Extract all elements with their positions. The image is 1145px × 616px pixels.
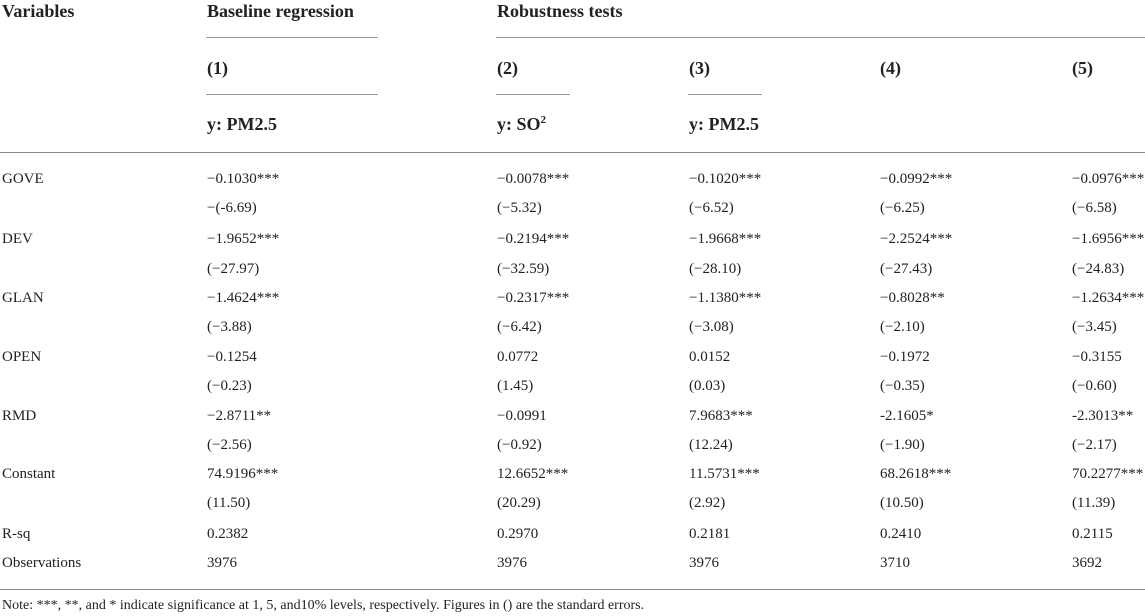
table-bottom-rule [0,589,1145,590]
cell-col-5: −1.6956*** [1072,231,1145,247]
cell-col-2: −0.2317*** [497,290,570,306]
row-label: GOVE [2,171,44,187]
cell-col-3: (12.24) [689,437,733,453]
cell-col-5: (−3.45) [1072,319,1117,335]
cell-col-3: (−6.52) [689,200,734,216]
col-4-header: (4) [880,58,901,78]
cell-col-1: −1.4624*** [207,290,280,306]
y3-header: y: PM2.5 [689,114,759,134]
variables-header: Variables [2,1,75,21]
cell-col-4: (−6.25) [880,200,925,216]
row-label: Observations [2,555,82,571]
cell-col-5: 0.2115 [1072,526,1113,542]
cell-col-3: 11.5731*** [689,466,760,482]
cell-col-5: −1.2634*** [1072,290,1145,306]
cell-col-5: −0.3155 [1072,349,1122,365]
cell-col-3: 3976 [689,555,719,571]
cell-col-3: −0.1020*** [689,171,762,187]
col-1-underline [206,94,378,95]
cell-col-4: 3710 [880,555,910,571]
cell-col-1: −0.1030*** [207,171,280,187]
cell-col-4: (−2.10) [880,319,925,335]
cell-col-1: −1.9652*** [207,231,280,247]
cell-col-4: −2.2524*** [880,231,953,247]
cell-col-5: (11.39) [1072,495,1116,511]
cell-col-5: (−24.83) [1072,261,1125,277]
cell-col-2: 3976 [497,555,527,571]
cell-col-5: (−0.60) [1072,378,1117,394]
cell-col-4: 68.2618*** [880,466,952,482]
cell-col-4: (−27.43) [880,261,933,277]
col-5-header: (5) [1072,58,1093,78]
col-2-underline [496,94,570,95]
cell-col-1: (11.50) [207,495,251,511]
cell-col-5: (−2.17) [1072,437,1117,453]
baseline-regression-header: Baseline regression [207,1,354,21]
cell-col-5: −0.0976*** [1072,171,1145,187]
cell-col-3: (0.03) [689,378,726,394]
cell-col-2: (−6.42) [497,319,542,335]
cell-col-3: 7.9683*** [689,408,753,424]
cell-col-1: (−2.56) [207,437,252,453]
cell-col-4: −0.0992*** [880,171,953,187]
cell-col-5: 3692 [1072,555,1102,571]
row-label: OPEN [2,349,42,365]
cell-col-2: (1.45) [497,378,534,394]
cell-col-3: 0.2181 [689,526,731,542]
cell-col-3: −1.1380*** [689,290,762,306]
cell-col-2: (−32.59) [497,261,550,277]
cell-col-2: −0.0991 [497,408,547,424]
cell-col-4: (−0.35) [880,378,925,394]
cell-col-4: -2.1605* [880,408,934,424]
row-label: GLAN [2,290,44,306]
cell-col-3: 0.0152 [689,349,731,365]
cell-col-1: −2.8711** [207,408,272,424]
cell-col-1: −0.1254 [207,349,257,365]
cell-col-1: 3976 [207,555,237,571]
cell-col-1: −(-6.69) [207,200,257,216]
cell-col-4: −0.1972 [880,349,930,365]
cell-col-5: 70.2277*** [1072,466,1144,482]
cell-col-3: (−3.08) [689,319,734,335]
cell-col-3: (−28.10) [689,261,742,277]
cell-col-5: -2.3013** [1072,408,1134,424]
y1-header: y: PM2.5 [207,114,277,134]
cell-col-1: 0.2382 [207,526,249,542]
row-label: Constant [2,466,56,482]
row-label: RMD [2,408,37,424]
cell-col-2: 0.0772 [497,349,539,365]
col-3-header: (3) [689,58,710,78]
robustness-tests-header: Robustness tests [497,1,623,21]
robustness-underline [496,37,1145,38]
cell-col-2: −0.0078*** [497,171,570,187]
cell-col-4: (−1.90) [880,437,925,453]
cell-col-2: (−0.92) [497,437,542,453]
cell-col-5: (−6.58) [1072,200,1117,216]
col-1-header: (1) [207,58,228,78]
cell-col-4: −0.8028** [880,290,945,306]
cell-col-1: 74.9196*** [207,466,279,482]
col-3-underline [688,94,762,95]
table-note: Note: ***, **, and * indicate significan… [2,598,645,613]
cell-col-2: (−5.32) [497,200,542,216]
cell-col-2: 0.2970 [497,526,539,542]
cell-col-1: (−27.97) [207,261,260,277]
cell-col-4: 0.2410 [880,526,922,542]
baseline-underline [206,37,378,38]
cell-col-1: (−3.88) [207,319,252,335]
y2-header: y: SO2 [497,114,547,134]
cell-col-2: (20.29) [497,495,541,511]
cell-col-1: (−0.23) [207,378,252,394]
cell-col-3: −1.9668*** [689,231,762,247]
row-label: R-sq [2,526,31,542]
cell-col-3: (2.92) [689,495,726,511]
header-bottom-rule [0,152,1145,153]
row-label: DEV [2,231,33,247]
cell-col-2: 12.6652*** [497,466,569,482]
col-2-header: (2) [497,58,518,78]
cell-col-4: (10.50) [880,495,924,511]
cell-col-2: −0.2194*** [497,231,570,247]
